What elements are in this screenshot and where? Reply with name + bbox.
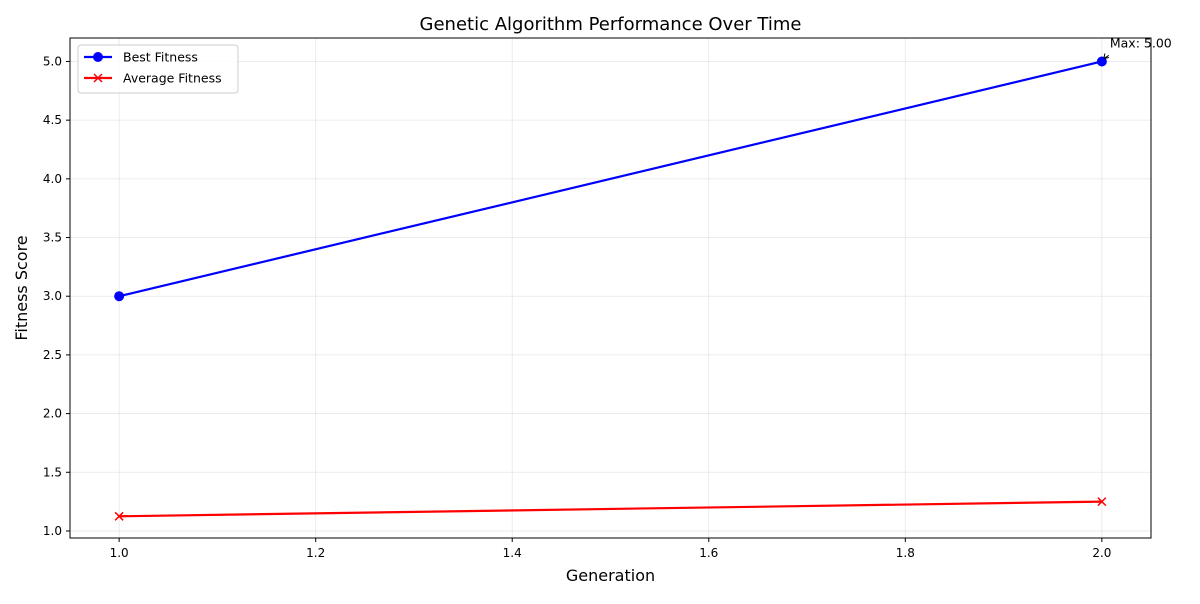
tick-layer: 1.0 1.2 1.4 1.6 1.8 2.0 1.0 1.5 2.0 2.5 3.0 3.5 4.0 4… [43,54,1112,560]
x-marker-stroke [1097,497,1107,507]
grid-layer [70,38,1151,538]
x-tick-label: 1.8 [896,546,915,560]
x-marker-stroke [93,73,103,83]
average-fitness-line [119,500,1102,518]
legend-average-fitness-marker [93,73,103,83]
average-fitness-point [114,511,124,521]
y-tick-label: 2.5 [43,348,62,362]
y-axis-label: Fitness Score [12,235,31,340]
x-axis-label: Generation [566,566,655,585]
legend-average-fitness-label: Average Fitness [123,71,222,86]
max-annotation: Max: 5.00 [1110,35,1172,50]
chart-title: Genetic Algorithm Performance Over Time [420,14,802,35]
legend-best-fitness-marker [93,52,103,62]
legend: Best Fitness Average Fitness [77,44,239,94]
x-tick-label: 2.0 [1092,546,1111,560]
legend-box [77,44,239,94]
y-tick-label: 1.5 [43,465,62,479]
y-tick-label: 3.0 [43,289,62,303]
y-tick-label: 2.0 [43,407,62,421]
x-tick-label: 1.2 [306,546,325,560]
annotation-layer: Max: 5.00 [1103,35,1172,59]
y-tick-label: 5.0 [43,54,62,68]
average-fitness-point [1097,497,1107,507]
series-layer [114,56,1107,521]
plot-frame [69,37,1152,539]
best-fitness-point [1096,56,1107,67]
best-fitness-point [114,291,125,302]
x-tick-label: 1.4 [503,546,522,560]
y-tick-label: 4.5 [43,113,62,127]
y-tick-label: 4.0 [43,172,62,186]
annotation-arrowhead [1103,53,1109,59]
x-tick-label: 1.0 [110,546,129,560]
x-marker-stroke [114,511,124,521]
best-fitness-line [118,60,1103,298]
y-tick-label: 3.5 [43,231,62,245]
legend-best-fitness-label: Best Fitness [123,50,198,65]
x-tick-label: 1.6 [699,546,718,560]
y-tick-label: 1.0 [43,524,62,538]
